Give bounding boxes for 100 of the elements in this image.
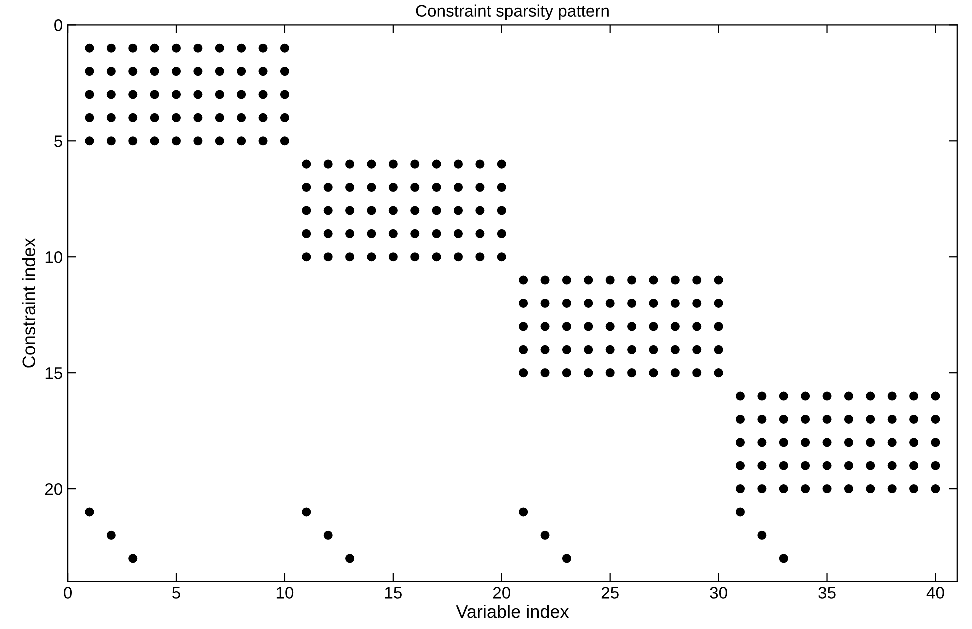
point [280, 136, 290, 146]
point [931, 414, 940, 424]
point [454, 183, 464, 192]
point [128, 90, 138, 100]
point [606, 345, 615, 354]
point [367, 252, 376, 262]
point [194, 113, 203, 122]
point [476, 229, 485, 238]
point [736, 508, 746, 517]
point [562, 276, 572, 285]
point [150, 44, 160, 53]
point [606, 298, 615, 308]
point [931, 438, 940, 448]
point [172, 44, 182, 53]
point [866, 461, 876, 470]
point [628, 298, 637, 308]
point [540, 322, 550, 332]
point [388, 160, 398, 169]
point [801, 484, 810, 494]
point [714, 322, 724, 332]
point [758, 438, 767, 448]
point [194, 67, 203, 76]
point [128, 67, 138, 76]
point [476, 206, 485, 216]
point [758, 484, 767, 494]
point [540, 368, 550, 378]
point [258, 44, 268, 53]
point [172, 67, 182, 76]
point [714, 345, 724, 354]
point [215, 136, 224, 146]
point [866, 392, 876, 401]
point [562, 322, 572, 332]
point [215, 44, 224, 53]
point [540, 530, 550, 540]
point [779, 484, 788, 494]
point [628, 322, 637, 332]
point [367, 183, 376, 192]
point [410, 206, 420, 216]
point [346, 229, 355, 238]
point [540, 345, 550, 354]
point [844, 392, 854, 401]
point [714, 298, 724, 308]
point [432, 252, 442, 262]
point [649, 368, 658, 378]
point [237, 113, 246, 122]
point [324, 183, 333, 192]
point [85, 67, 94, 76]
point [779, 392, 788, 401]
point [628, 276, 637, 285]
point [237, 136, 246, 146]
point [150, 67, 160, 76]
point [388, 206, 398, 216]
point [172, 113, 182, 122]
point [237, 44, 246, 53]
point [714, 368, 724, 378]
point [280, 90, 290, 100]
point [562, 345, 572, 354]
point [346, 554, 355, 564]
point [910, 414, 919, 424]
point [758, 530, 767, 540]
point [128, 113, 138, 122]
point [519, 345, 528, 354]
point [150, 90, 160, 100]
point [758, 414, 767, 424]
x-tick-label: 15 [385, 587, 402, 599]
point [736, 438, 746, 448]
point [367, 160, 376, 169]
point [258, 67, 268, 76]
point [649, 298, 658, 308]
point [432, 206, 442, 216]
point [801, 438, 810, 448]
point [497, 160, 506, 169]
y-tick-label: 20 [45, 483, 63, 496]
point [822, 392, 832, 401]
point [801, 392, 810, 401]
point [519, 368, 528, 378]
point [736, 484, 746, 494]
point [497, 252, 506, 262]
point [866, 438, 876, 448]
point [280, 67, 290, 76]
point [237, 67, 246, 76]
point [606, 322, 615, 332]
point [497, 183, 506, 192]
point [649, 276, 658, 285]
point [237, 90, 246, 100]
point [888, 438, 897, 448]
point [670, 276, 680, 285]
point [128, 44, 138, 53]
point [388, 183, 398, 192]
point [410, 229, 420, 238]
point [931, 484, 940, 494]
point [172, 90, 182, 100]
point [540, 276, 550, 285]
point [779, 414, 788, 424]
point [714, 276, 724, 285]
x-tick-label: 0 [64, 587, 72, 599]
point [844, 414, 854, 424]
point [454, 252, 464, 262]
point [388, 229, 398, 238]
y-tick-label: 0 [54, 20, 63, 32]
